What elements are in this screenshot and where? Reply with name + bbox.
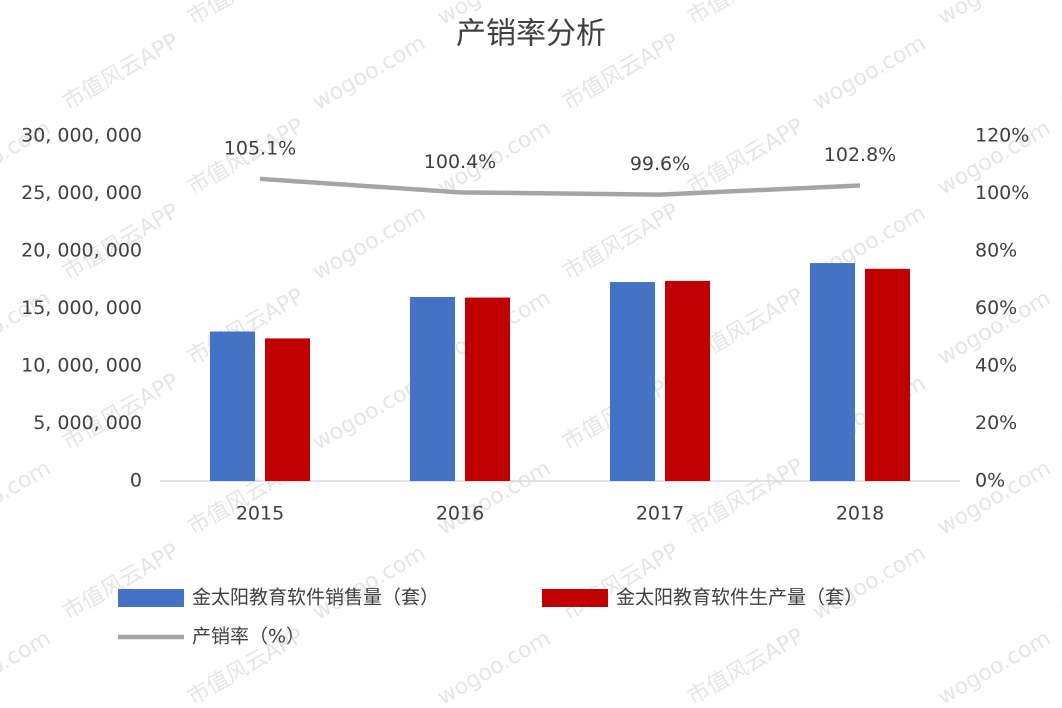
x-tick-label: 2015: [236, 503, 284, 525]
data-label: 105.1%: [224, 137, 296, 159]
x-tick-label: 2016: [436, 503, 484, 525]
bar: [810, 263, 855, 481]
y2-tick-label: 80%: [975, 240, 1017, 262]
line: [259, 176, 861, 197]
y-tick-label: 10, 000, 000: [21, 355, 142, 377]
data-label: 100.4%: [424, 151, 496, 173]
bar: [210, 331, 255, 481]
y2-tick-label: 0%: [975, 470, 1005, 492]
bar: [465, 297, 510, 481]
y2-tick-label: 100%: [975, 182, 1029, 204]
y-tick-label: 20, 000, 000: [21, 240, 142, 262]
y-tick-label: 5, 000, 000: [33, 412, 142, 434]
legend-label: 金太阳教育软件销售量（套）: [192, 587, 439, 609]
y2-tick-label: 20%: [975, 412, 1017, 434]
bar: [410, 297, 455, 481]
x-tick-label: 2018: [836, 503, 884, 525]
y-tick-label: 30, 000, 000: [21, 125, 142, 147]
y-tick-label: 25, 000, 000: [21, 182, 142, 204]
data-label: 102.8%: [824, 144, 896, 166]
bar: [865, 268, 910, 481]
y2-tick-label: 60%: [975, 297, 1017, 319]
bar: [265, 338, 310, 481]
y2-tick-label: 120%: [975, 125, 1029, 147]
x-tick-label: 2017: [636, 503, 684, 525]
legend-swatch: [542, 589, 608, 607]
legend-label: 金太阳教育软件生产量（套）: [616, 587, 863, 609]
y-tick-label: 15, 000, 000: [21, 297, 142, 319]
chart-title: 产销率分析: [456, 17, 606, 52]
legend-swatch: [118, 589, 184, 607]
bar: [665, 280, 710, 481]
data-label: 99.6%: [630, 153, 690, 175]
y-tick-label: 0: [130, 470, 142, 492]
legend-label: 产销率（%）: [192, 626, 305, 648]
y2-tick-label: 40%: [975, 355, 1017, 377]
bar: [610, 282, 655, 481]
